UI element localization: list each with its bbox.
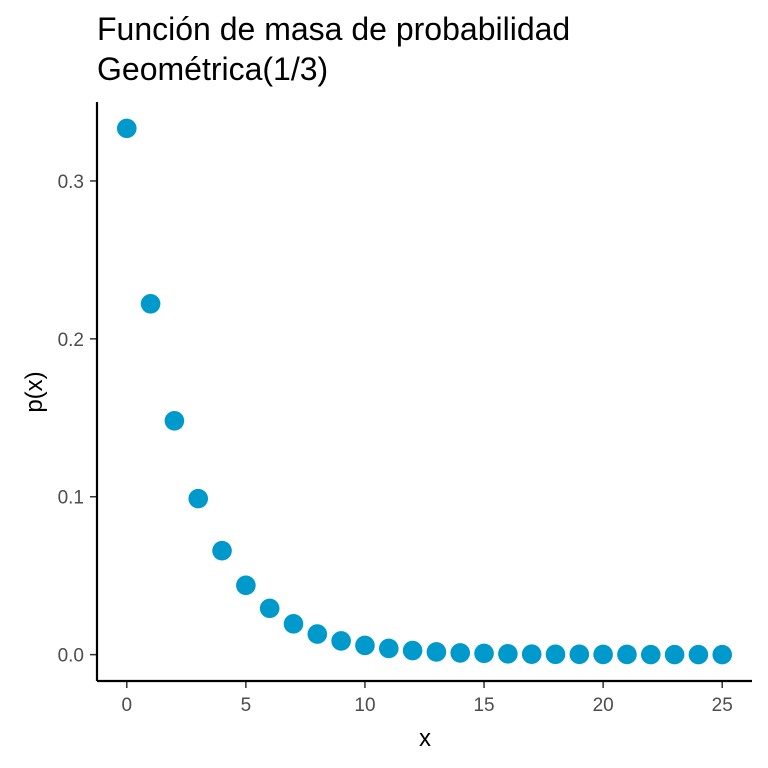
data-point [712, 644, 733, 665]
data-point [569, 644, 590, 665]
data-point [307, 624, 328, 644]
data-point [283, 614, 304, 634]
data-point [378, 638, 399, 659]
data-point [498, 644, 518, 664]
data-point [212, 540, 232, 561]
data-point [236, 575, 256, 596]
y-tick-label: 0.2 [58, 330, 84, 351]
data-point [402, 640, 423, 661]
chart-title: Función de masa de probabilidad [97, 11, 570, 47]
data-point [259, 598, 280, 619]
data-point [664, 644, 685, 665]
data-point [593, 644, 613, 665]
x-axis-ticks: 0 5 10 15 20 25 [121, 681, 733, 716]
data-point [188, 488, 209, 509]
data-point [331, 631, 351, 651]
x-tick-label: 20 [593, 695, 614, 716]
y-tick-label: 0.0 [58, 646, 84, 667]
data-point [426, 642, 447, 662]
y-tick-label: 0.1 [58, 488, 84, 509]
x-tick-label: 5 [241, 695, 252, 716]
chart-subtitle: Geométrica(1/3) [97, 51, 328, 87]
x-tick-label: 15 [473, 695, 494, 716]
data-point [688, 644, 709, 665]
data-point [355, 635, 375, 656]
data-point [116, 118, 137, 139]
y-tick-label: 0.3 [58, 172, 84, 193]
data-point [450, 643, 471, 663]
data-point [474, 643, 494, 664]
x-axis-title: x [419, 725, 431, 752]
data-point [521, 644, 542, 664]
x-tick-label: 0 [121, 695, 132, 716]
data-point [140, 293, 161, 314]
y-axis-ticks: 0.0 0.1 0.2 0.3 [58, 172, 97, 667]
data-point [164, 410, 185, 431]
x-tick-label: 10 [354, 695, 375, 716]
data-point [640, 644, 661, 665]
y-axis-title: p(x) [21, 371, 48, 412]
data-point [617, 644, 637, 665]
data-point [545, 644, 566, 665]
data-points [116, 118, 733, 665]
x-tick-label: 25 [712, 695, 733, 716]
